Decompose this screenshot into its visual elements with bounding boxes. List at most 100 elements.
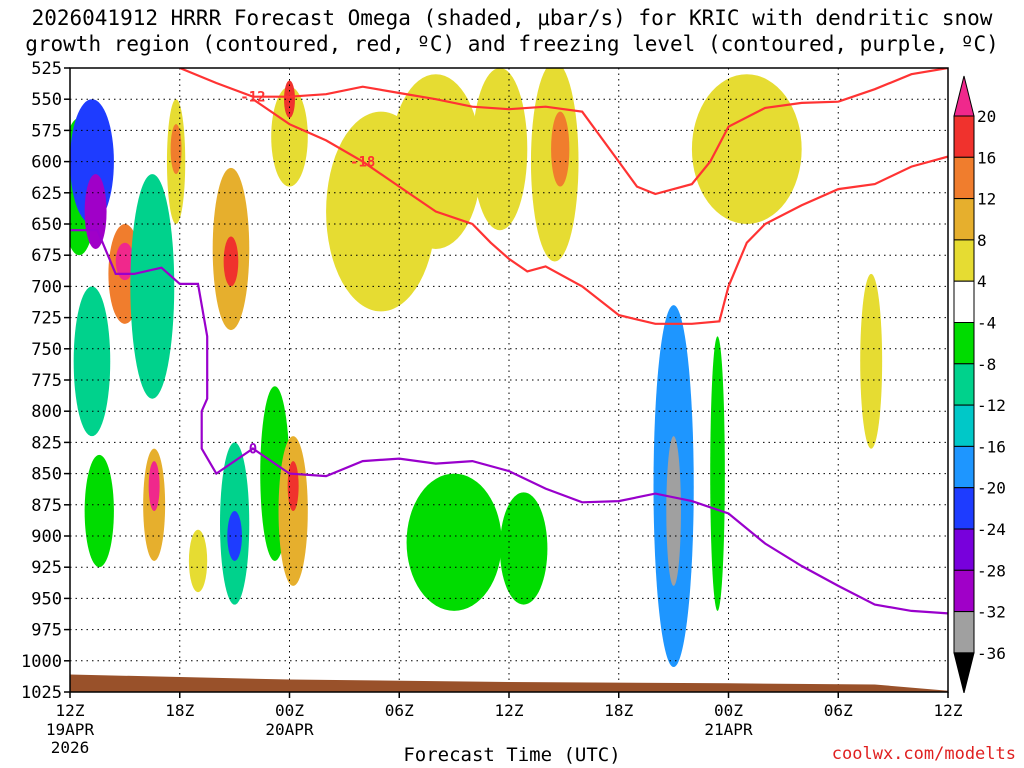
y-tick-label-15: 900 [31, 527, 62, 547]
colorbar-bin-10 [953, 487, 975, 530]
colorbar-legend: 20 16 12 8 4 -4 -8 -12 -16 -20 -24 -28 -32 -36 [953, 75, 1006, 694]
y-tick-label-9: 750 [31, 340, 62, 360]
x-tick-label-3: 06Z [385, 701, 414, 720]
x-tick-label-1: 18Z [165, 701, 194, 720]
colorbar-top-arrow [953, 75, 975, 117]
colorbar-label-2: 12 [977, 190, 996, 209]
omega-cell-32 [691, 74, 802, 225]
colorbar-label-0: 20 [977, 107, 996, 126]
omega-cell-31 [710, 336, 725, 611]
colorbar-bin-11 [953, 528, 975, 571]
omega-cell-23 [390, 74, 482, 249]
y-tick-label-19: 1000 [21, 652, 62, 672]
omega-cell-21 [284, 80, 295, 118]
x-tick-label-4: 12Z [495, 701, 524, 720]
omega-cell-12 [188, 529, 208, 593]
x-tick-label-0: 12Z [56, 701, 85, 720]
credit-text[interactable]: coolwx.com/modelts [831, 744, 1016, 764]
x-tick-label-8: 12Z [934, 701, 963, 720]
contour-line-0 [179, 68, 948, 196]
x-tick-label-7: 06Z [824, 701, 853, 720]
colorbar-label-10: -24 [977, 520, 1006, 539]
colorbar-label-7: -12 [977, 396, 1006, 415]
chart-title-line-1: 2026041912 HRRR Forecast Omega (shaded, … [31, 6, 993, 30]
y-tick-label-14: 875 [31, 496, 62, 516]
y-tick-label-3: 600 [31, 153, 62, 173]
colorbar-label-8: -16 [977, 437, 1006, 456]
omega-cell-27 [406, 473, 502, 611]
y-tick-label-17: 950 [31, 589, 62, 609]
colorbar-label-4: 4 [977, 272, 987, 291]
omega-cell-7 [130, 174, 175, 399]
y-tick-label-7: 700 [31, 277, 62, 297]
terrain-ground-layer [70, 674, 948, 692]
y-tick-label-11: 800 [31, 402, 62, 422]
colorbar-bin-8 [953, 404, 975, 447]
y-tick-label-16: 925 [31, 558, 62, 578]
colorbar-bin-2 [953, 156, 975, 200]
omega-cell-26 [551, 111, 570, 187]
x-tick-label-2: 00Z [275, 701, 304, 720]
y-tick-label-6: 675 [31, 246, 62, 266]
omega-cell-16 [227, 511, 242, 561]
colorbar-bin-3 [953, 198, 975, 241]
colorbar-bin-7 [953, 363, 975, 406]
y-tick-label-0: 525 [31, 59, 62, 79]
colorbar-bin-1 [953, 115, 975, 158]
x-tick-sublabel-0-1: 2026 [51, 738, 90, 757]
y-tick-label-10: 775 [31, 371, 62, 391]
y-tick-label-12: 825 [31, 433, 62, 453]
chart-title-line-2: growth region (contoured, red, ºC) and f… [25, 32, 999, 56]
x-tick-label-5: 18Z [604, 701, 633, 720]
contour-label-1: -18 [350, 155, 375, 171]
omega-cell-28 [499, 492, 548, 605]
omega-cell-14 [223, 236, 239, 287]
colorbar-bin-13 [953, 611, 975, 654]
y-tick-label-2: 575 [31, 121, 62, 141]
y-tick-label-5: 650 [31, 215, 62, 235]
y-axis: 525 550 575 600 625 650 675 700 725 750 775 800 825 8… [21, 59, 70, 703]
colorbar-bottom-arrow [953, 652, 975, 694]
contour-line-1 [252, 98, 948, 325]
contour-label-2: 0 [249, 442, 257, 458]
contour-label-0: -12 [240, 90, 265, 106]
colorbar-label-13: -36 [977, 644, 1006, 663]
colorbar-label-12: -32 [977, 603, 1006, 622]
y-tick-label-13: 850 [31, 465, 62, 485]
colorbar-bin-12 [953, 569, 975, 613]
colorbar-label-11: -28 [977, 561, 1006, 580]
x-tick-sublabel-6-0: 21APR [704, 720, 753, 739]
omega-cell-30 [666, 436, 681, 586]
dotted-grid [70, 68, 948, 692]
x-tick-label-6: 00Z [714, 701, 743, 720]
colorbar-label-3: 8 [977, 231, 987, 250]
omega-cell-9 [170, 124, 182, 175]
omega-cell-11 [148, 461, 160, 512]
omega-cell-3 [73, 286, 111, 437]
omega-cell-4 [84, 454, 114, 568]
omega-cell-6 [115, 242, 135, 281]
colorbar-bin-5 [953, 280, 975, 324]
x-axis-title: Forecast Time (UTC) [403, 744, 621, 766]
terrain-area [70, 674, 948, 692]
omega-cell-33 [860, 273, 883, 449]
y-tick-label-20: 1025 [21, 683, 62, 703]
colorbar-label-6: -8 [977, 355, 996, 374]
colorbar-label-1: 16 [977, 148, 996, 167]
contour-line-2 [70, 229, 948, 615]
y-tick-label-8: 725 [31, 309, 62, 329]
y-tick-label-1: 550 [31, 90, 62, 110]
omega-shading-layer [70, 68, 883, 668]
colorbar-bin-6 [953, 322, 975, 365]
y-tick-label-18: 975 [31, 621, 62, 641]
colorbar-label-5: -4 [977, 314, 996, 333]
colorbar-bin-9 [953, 445, 975, 489]
x-tick-sublabel-0-0: 19APR [46, 720, 95, 739]
omega-cell-24 [472, 68, 528, 231]
x-tick-sublabel-2-0: 20APR [265, 720, 314, 739]
isotherm-contours: -12 -18 0 [70, 68, 948, 615]
colorbar-bin-4 [953, 239, 975, 282]
colorbar-label-9: -20 [977, 479, 1006, 498]
